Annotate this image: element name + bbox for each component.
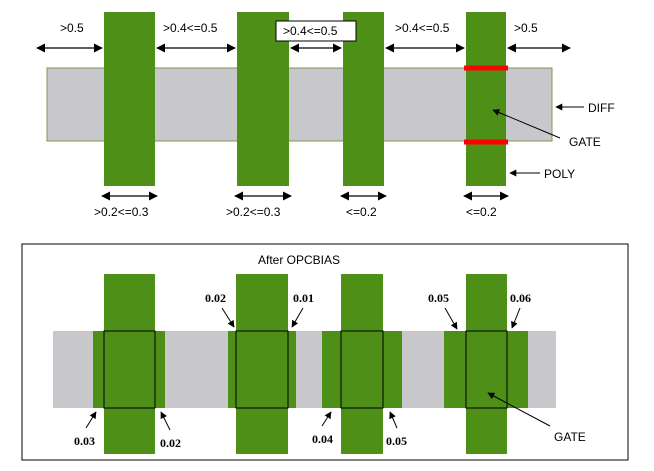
- gate-outline-3: [340, 330, 384, 409]
- spacing-label-4: >0.4<=0.5: [395, 21, 450, 35]
- bias-pointer-3: [444, 307, 458, 330]
- bottom-title: After OPCBIAS: [258, 253, 340, 267]
- top-poly-gate-1: [104, 12, 155, 186]
- gate-pointer-bottom: [487, 392, 551, 427]
- bias-label-8: 0.05: [386, 434, 407, 448]
- bottom-poly-gate-2: [236, 274, 288, 454]
- gate-outline-2: [235, 330, 289, 409]
- top-diagram: >0.5 >0.4<=0.5 >0.4<=0.5 >0.4<=0.5 >0.5 …: [36, 12, 615, 219]
- spacing-label-3-box: [275, 20, 357, 42]
- spacing-label-5: >0.5: [514, 21, 538, 35]
- bias-label-4: 0.06: [510, 291, 531, 305]
- gate-outline-4: [465, 330, 508, 409]
- gate-outline-1: [103, 330, 156, 409]
- bottom-poly-gate-1: [104, 274, 155, 454]
- width-label-3: <=0.2: [346, 205, 377, 219]
- gate-label-top: GATE: [569, 135, 601, 149]
- bias-label-5: 0.03: [74, 434, 95, 448]
- bias-pointer-1: [221, 307, 235, 328]
- bias-pointer-4: [511, 307, 521, 329]
- width-label-2: >0.2<=0.3: [226, 205, 281, 219]
- spacing-label-2: >0.4<=0.5: [163, 21, 218, 35]
- bias-pointer-6: [160, 411, 171, 431]
- width-label-1: >0.2<=0.3: [94, 205, 149, 219]
- gate-label-bottom: GATE: [554, 430, 586, 444]
- width-label-4: <=0.2: [466, 205, 497, 219]
- bias-label-6: 0.02: [160, 436, 181, 450]
- bottom-diagram: After OPCBIAS 0.02 0.01 0.05 0.06 0.03 0…: [21, 243, 629, 461]
- bias-pointer-2: [291, 307, 304, 328]
- bias-label-3: 0.05: [428, 291, 449, 305]
- diff-label: DIFF: [588, 101, 615, 115]
- spacing-label-1: >0.5: [60, 21, 84, 35]
- spacing-label-3: >0.4<=0.5: [283, 24, 338, 38]
- bias-label-2: 0.01: [293, 291, 314, 305]
- gate-pointer-top: [492, 109, 561, 139]
- bottom-poly-gate-4: [466, 274, 507, 454]
- bias-pointer-7: [321, 411, 332, 427]
- bias-pointer-5: [85, 411, 97, 429]
- poly-label: POLY: [544, 167, 575, 181]
- top-poly-gate-4: [466, 12, 506, 186]
- bias-label-7: 0.04: [312, 432, 333, 446]
- bias-pointer-8: [389, 411, 398, 429]
- bottom-poly-gate-3: [341, 274, 383, 454]
- bias-label-1: 0.02: [205, 291, 226, 305]
